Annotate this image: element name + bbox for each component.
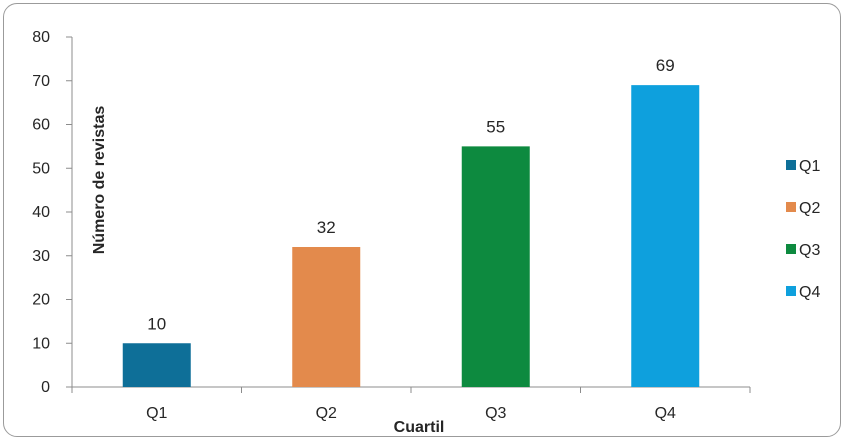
x-tick-label: Q2: [316, 405, 337, 422]
y-tick-label: 20: [32, 292, 50, 309]
legend-label: Q3: [799, 242, 820, 259]
data-labels: 10 32 55 69: [147, 56, 674, 333]
legend-label: Q2: [799, 200, 820, 217]
x-tick-label: Q3: [485, 405, 506, 422]
x-axis-title: Cuartil: [394, 419, 445, 436]
legend: Q1 Q2 Q3 Q4: [786, 158, 820, 301]
data-label: 10: [147, 314, 166, 333]
y-tick-label: 80: [32, 29, 50, 46]
bar-q1: [122, 343, 191, 387]
x-axis: Q1 Q2 Q3 Q4: [71, 386, 751, 422]
y-tick-label: 30: [32, 248, 50, 265]
data-label: 55: [486, 117, 505, 136]
bars: [122, 85, 700, 387]
y-tick-label: 0: [41, 379, 50, 396]
y-tick-label: 40: [32, 204, 50, 221]
data-label: 69: [656, 56, 675, 75]
x-tick-label: Q4: [655, 405, 676, 422]
y-tick-label: 10: [32, 335, 50, 352]
legend-label: Q4: [799, 284, 820, 301]
y-tick-label: 70: [32, 73, 50, 90]
bar-q3: [461, 146, 530, 387]
bar-q2: [292, 247, 361, 387]
legend-swatch: [786, 286, 796, 296]
legend-label: Q1: [799, 158, 820, 175]
legend-swatch: [786, 244, 796, 254]
y-axis-title: Número de revistas: [91, 106, 108, 255]
legend-swatch: [786, 202, 796, 212]
x-tick-label: Q1: [146, 405, 167, 422]
legend-swatch: [786, 160, 796, 170]
y-axis: 0 10 20 30 40 50 60 70 80: [32, 29, 73, 396]
y-tick-label: 60: [32, 117, 50, 134]
bar-q4: [631, 85, 700, 387]
y-tick-label: 50: [32, 160, 50, 177]
data-label: 32: [317, 218, 336, 237]
